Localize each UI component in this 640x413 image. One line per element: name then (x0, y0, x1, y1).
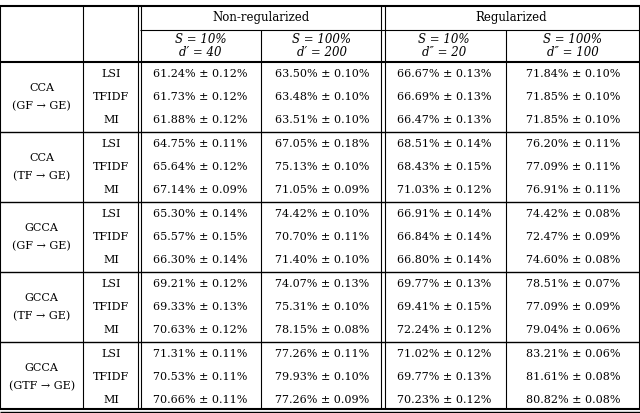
Text: GCCA: GCCA (25, 293, 58, 303)
Text: TFIDF: TFIDF (93, 302, 129, 312)
Text: MI: MI (104, 185, 119, 195)
Text: 63.51% ± 0.10%: 63.51% ± 0.10% (275, 115, 369, 125)
Text: 74.07% ± 0.13%: 74.07% ± 0.13% (275, 279, 369, 289)
Text: d″ = 20: d″ = 20 (422, 46, 467, 59)
Text: 70.63% ± 0.12%: 70.63% ± 0.12% (153, 325, 248, 335)
Text: LSI: LSI (102, 349, 121, 358)
Text: 83.21% ± 0.06%: 83.21% ± 0.06% (525, 349, 620, 358)
Text: 77.09% ± 0.11%: 77.09% ± 0.11% (525, 162, 620, 172)
Text: 79.93% ± 0.10%: 79.93% ± 0.10% (275, 372, 369, 382)
Text: MI: MI (104, 115, 119, 125)
Text: 77.26% ± 0.11%: 77.26% ± 0.11% (275, 349, 369, 358)
Text: TFIDF: TFIDF (93, 162, 129, 172)
Text: 67.05% ± 0.18%: 67.05% ± 0.18% (275, 139, 369, 149)
Text: TFIDF: TFIDF (93, 92, 129, 102)
Text: d′ = 200: d′ = 200 (297, 46, 347, 59)
Text: GCCA: GCCA (25, 363, 58, 373)
Text: 71.84% ± 0.10%: 71.84% ± 0.10% (525, 69, 620, 78)
Text: 71.31% ± 0.11%: 71.31% ± 0.11% (153, 349, 248, 358)
Text: 76.20% ± 0.11%: 76.20% ± 0.11% (525, 139, 620, 149)
Text: 61.24% ± 0.12%: 61.24% ± 0.12% (153, 69, 248, 78)
Text: LSI: LSI (102, 279, 121, 289)
Text: 66.30% ± 0.14%: 66.30% ± 0.14% (153, 255, 248, 265)
Text: 70.66% ± 0.11%: 70.66% ± 0.11% (153, 395, 248, 405)
Text: 69.33% ± 0.13%: 69.33% ± 0.13% (153, 302, 248, 312)
Text: 67.14% ± 0.09%: 67.14% ± 0.09% (153, 185, 248, 195)
Text: 76.91% ± 0.11%: 76.91% ± 0.11% (525, 185, 620, 195)
Text: Non-regularized: Non-regularized (212, 12, 310, 24)
Text: 66.67% ± 0.13%: 66.67% ± 0.13% (397, 69, 492, 78)
Text: 69.21% ± 0.12%: 69.21% ± 0.12% (153, 279, 248, 289)
Text: MI: MI (104, 395, 119, 405)
Text: 63.50% ± 0.10%: 63.50% ± 0.10% (275, 69, 369, 78)
Text: 68.43% ± 0.15%: 68.43% ± 0.15% (397, 162, 492, 172)
Text: LSI: LSI (102, 69, 121, 78)
Text: 78.51% ± 0.07%: 78.51% ± 0.07% (525, 279, 620, 289)
Text: 66.80% ± 0.14%: 66.80% ± 0.14% (397, 255, 492, 265)
Text: 70.53% ± 0.11%: 70.53% ± 0.11% (153, 372, 248, 382)
Text: 71.85% ± 0.10%: 71.85% ± 0.10% (525, 92, 620, 102)
Text: 68.51% ± 0.14%: 68.51% ± 0.14% (397, 139, 492, 149)
Text: 81.61% ± 0.08%: 81.61% ± 0.08% (525, 372, 620, 382)
Text: MI: MI (104, 255, 119, 265)
Text: 69.77% ± 0.13%: 69.77% ± 0.13% (397, 279, 492, 289)
Text: 71.05% ± 0.09%: 71.05% ± 0.09% (275, 185, 369, 195)
Text: S = 100%: S = 100% (543, 33, 602, 46)
Text: 79.04% ± 0.06%: 79.04% ± 0.06% (525, 325, 620, 335)
Text: 75.31% ± 0.10%: 75.31% ± 0.10% (275, 302, 369, 312)
Text: 75.13% ± 0.10%: 75.13% ± 0.10% (275, 162, 369, 172)
Text: GCCA: GCCA (25, 223, 58, 233)
Text: (GF → GE): (GF → GE) (12, 101, 71, 111)
Text: CCA: CCA (29, 83, 54, 93)
Text: d′ = 40: d′ = 40 (179, 46, 221, 59)
Text: 66.47% ± 0.13%: 66.47% ± 0.13% (397, 115, 492, 125)
Text: S = 10%: S = 10% (175, 33, 226, 46)
Text: TFIDF: TFIDF (93, 372, 129, 382)
Text: 69.77% ± 0.13%: 69.77% ± 0.13% (397, 372, 492, 382)
Text: LSI: LSI (102, 139, 121, 149)
Text: d″ = 100: d″ = 100 (547, 46, 598, 59)
Text: (TF → GE): (TF → GE) (13, 171, 70, 181)
Text: 65.57% ± 0.15%: 65.57% ± 0.15% (153, 232, 248, 242)
Text: Regularized: Regularized (476, 12, 547, 24)
Text: 64.75% ± 0.11%: 64.75% ± 0.11% (153, 139, 248, 149)
Text: 70.70% ± 0.11%: 70.70% ± 0.11% (275, 232, 369, 242)
Text: 70.23% ± 0.12%: 70.23% ± 0.12% (397, 395, 492, 405)
Text: 71.02% ± 0.12%: 71.02% ± 0.12% (397, 349, 492, 358)
Text: S = 100%: S = 100% (292, 33, 351, 46)
Text: 66.91% ± 0.14%: 66.91% ± 0.14% (397, 209, 492, 218)
Text: 61.73% ± 0.12%: 61.73% ± 0.12% (153, 92, 248, 102)
Text: 72.24% ± 0.12%: 72.24% ± 0.12% (397, 325, 492, 335)
Text: (GF → GE): (GF → GE) (12, 241, 71, 251)
Text: 72.47% ± 0.09%: 72.47% ± 0.09% (525, 232, 620, 242)
Text: 65.30% ± 0.14%: 65.30% ± 0.14% (153, 209, 248, 218)
Text: 74.60% ± 0.08%: 74.60% ± 0.08% (525, 255, 620, 265)
Text: TFIDF: TFIDF (93, 232, 129, 242)
Text: 74.42% ± 0.10%: 74.42% ± 0.10% (275, 209, 369, 218)
Text: 71.40% ± 0.10%: 71.40% ± 0.10% (275, 255, 369, 265)
Text: 77.26% ± 0.09%: 77.26% ± 0.09% (275, 395, 369, 405)
Text: 78.15% ± 0.08%: 78.15% ± 0.08% (275, 325, 369, 335)
Text: MI: MI (104, 325, 119, 335)
Text: 66.84% ± 0.14%: 66.84% ± 0.14% (397, 232, 492, 242)
Text: 61.88% ± 0.12%: 61.88% ± 0.12% (153, 115, 248, 125)
Text: 65.64% ± 0.12%: 65.64% ± 0.12% (153, 162, 248, 172)
Text: 71.85% ± 0.10%: 71.85% ± 0.10% (525, 115, 620, 125)
Text: S = 10%: S = 10% (419, 33, 470, 46)
Text: CCA: CCA (29, 153, 54, 163)
Text: 77.09% ± 0.09%: 77.09% ± 0.09% (525, 302, 620, 312)
Text: (TF → GE): (TF → GE) (13, 311, 70, 321)
Text: 66.69% ± 0.13%: 66.69% ± 0.13% (397, 92, 492, 102)
Text: (GTF → GE): (GTF → GE) (8, 381, 75, 391)
Text: 74.42% ± 0.08%: 74.42% ± 0.08% (525, 209, 620, 218)
Text: 63.48% ± 0.10%: 63.48% ± 0.10% (275, 92, 369, 102)
Text: 69.41% ± 0.15%: 69.41% ± 0.15% (397, 302, 492, 312)
Text: 80.82% ± 0.08%: 80.82% ± 0.08% (525, 395, 620, 405)
Text: 71.03% ± 0.12%: 71.03% ± 0.12% (397, 185, 492, 195)
Text: LSI: LSI (102, 209, 121, 218)
